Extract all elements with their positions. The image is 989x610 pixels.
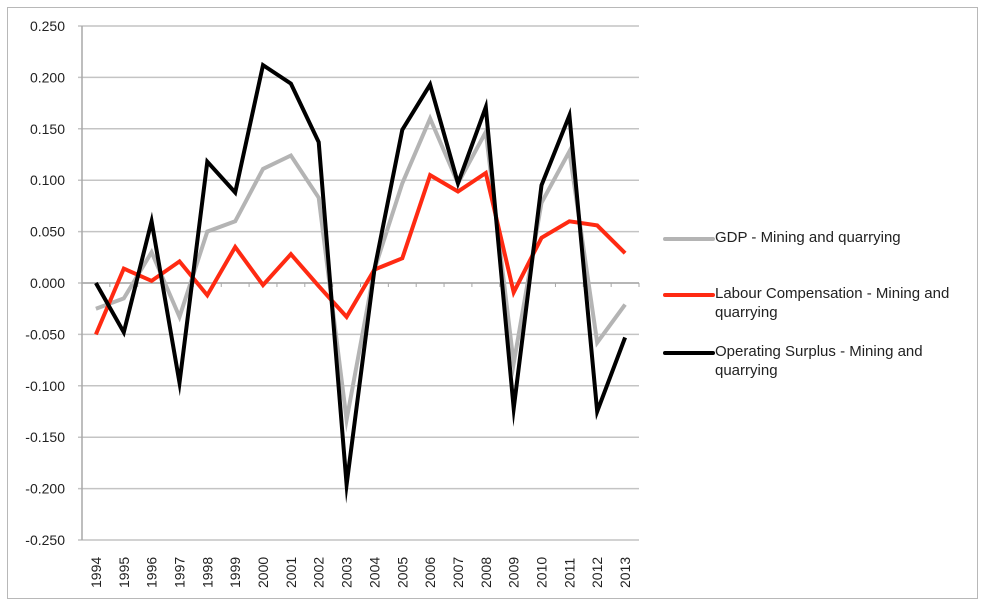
x-tick-label: 2013: [617, 557, 633, 588]
x-tick-label: 1997: [171, 557, 187, 588]
axes: [81, 26, 640, 540]
y-tick-label: -0.200: [25, 481, 65, 497]
y-tick-label: 0.250: [30, 18, 65, 34]
x-tick-label: 2006: [422, 557, 438, 588]
y-tick-label: -0.050: [25, 326, 65, 342]
legend-label-cont: quarrying: [715, 362, 778, 379]
x-tick-label: 2009: [506, 557, 522, 588]
legend-swatch-labour: [663, 293, 715, 297]
x-tick-label: 2007: [450, 557, 466, 588]
x-tick-label: 2005: [394, 557, 410, 588]
y-tick-label: -0.250: [25, 532, 65, 548]
y-tick-label: 0.000: [30, 275, 65, 291]
series-lines: [94, 61, 627, 504]
x-tick-label: 2012: [589, 557, 605, 588]
y-tick-label: -0.150: [25, 429, 65, 445]
x-tick-label: 2003: [339, 557, 355, 588]
legend-item-operating-surplus: Operating Surplus - Mining and quarrying: [663, 342, 923, 380]
x-tick-label: 2011: [561, 558, 577, 588]
y-tick-label: 0.150: [30, 121, 65, 137]
legend-swatch-gdp: [663, 237, 715, 241]
legend-label: GDP - Mining and quarrying: [715, 229, 901, 246]
x-tick-label: 1995: [116, 557, 132, 588]
x-tick-label: 2002: [311, 557, 327, 588]
legend-label: Operating Surplus - Mining and: [715, 343, 923, 360]
x-tick-label: 2008: [478, 557, 494, 588]
y-tick-label: 0.200: [30, 69, 65, 85]
legend-label: Labour Compensation - Mining and: [715, 285, 950, 302]
x-tick-label: 2010: [534, 557, 550, 588]
y-tick-label: -0.100: [25, 378, 65, 394]
x-tick-label: 1998: [199, 557, 215, 588]
y-tick-label: 0.100: [30, 172, 65, 188]
series-line-labour-compensation: [94, 169, 627, 336]
x-tick-labels: 1994 1995 1996 1997 1998 1999 2000 2001 2002 2003…: [88, 557, 633, 588]
x-tick-label: 1999: [227, 557, 243, 588]
legend-swatch-operating: [663, 351, 715, 355]
series-line-operating-surplus: [94, 61, 627, 504]
x-tick-label: 2000: [255, 557, 271, 588]
x-tick-label: 2004: [366, 557, 382, 588]
legend-item-labour-compensation: Labour Compensation - Mining and quarryi…: [663, 284, 949, 322]
x-tick-label: 2001: [283, 557, 299, 588]
y-tick-label: 0.050: [30, 224, 65, 240]
x-tick-label: 1996: [144, 557, 160, 588]
legend-label-cont: quarrying: [715, 304, 778, 321]
x-tick-label: 1994: [88, 557, 104, 588]
y-tick-labels: 0.250 0.200 0.150 0.100 0.050 0.000 -0.050 -0.1…: [25, 18, 65, 548]
legend-item-gdp: GDP - Mining and quarrying: [663, 228, 901, 247]
chart-frame: [7, 7, 978, 599]
